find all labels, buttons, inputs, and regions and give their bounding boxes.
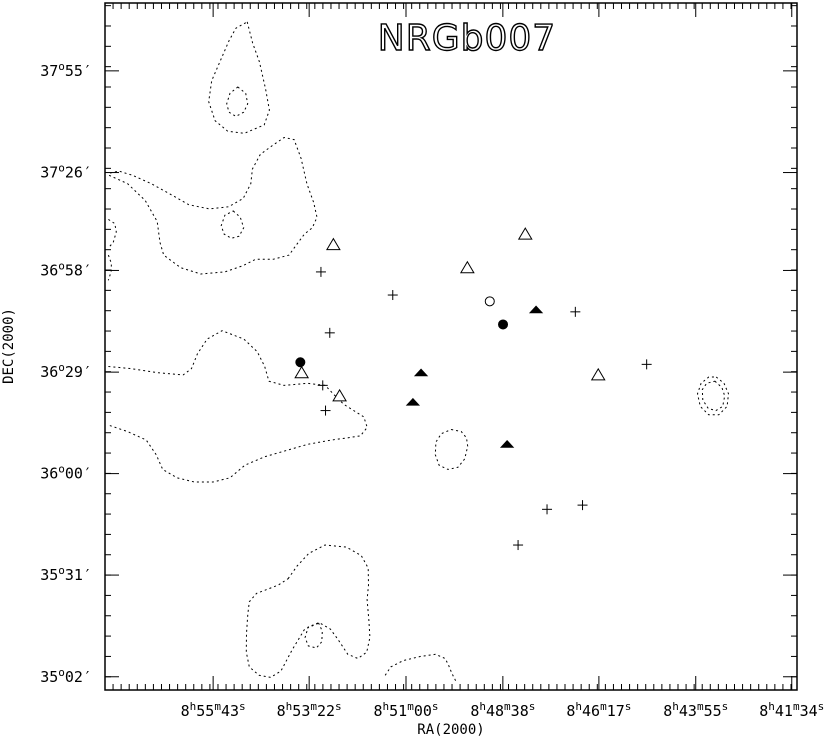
y-axis-label: DEC(2000) (1, 308, 17, 384)
contour-line (304, 622, 323, 649)
x-tick-label: 8h41m34s (759, 700, 824, 720)
contour-line (226, 86, 249, 117)
filled-triangle-marker (528, 305, 544, 314)
contour-line (107, 254, 112, 281)
contour-line (220, 210, 245, 239)
x-tick-label: 8h43m55s (663, 700, 728, 720)
data-points (294, 227, 652, 551)
y-tick-label: 36o58′ (40, 259, 92, 279)
filled-triangle-marker (499, 439, 515, 448)
y-tick-label: 37o55′ (40, 60, 92, 80)
y-tick-label: 36o00′ (40, 463, 92, 483)
x-axis-label: RA(2000) (417, 722, 484, 738)
contour-line (108, 330, 368, 483)
filled-triangle-marker (405, 397, 421, 406)
contour-line (701, 380, 726, 412)
y-tick-label: 37o26′ (40, 162, 92, 182)
cross-marker (387, 290, 398, 301)
x-tick-labels: 8h55m43s 8h53m22s 8h51m00s 8h48m38s 8h46m17s… (181, 700, 825, 720)
y-tick-label: 35o31′ (40, 564, 92, 584)
contour-line (384, 653, 457, 682)
y-tick-labels: 37o55′ 37o26′ 36o58′ 36o29′ 36o00′ 35o31′ 35o0… (40, 60, 92, 686)
open-triangle-marker (590, 367, 606, 381)
cross-marker (317, 380, 328, 391)
x-tick-label: 8h48m38s (470, 700, 535, 720)
cross-marker (570, 306, 581, 317)
filled-triangle-marker (413, 368, 429, 377)
x-tick-label: 8h55m43s (181, 700, 246, 720)
x-tick-label: 8h53m22s (277, 700, 342, 720)
plot-frame (104, 2, 798, 691)
cross-marker (577, 500, 588, 511)
filled-circle-marker (498, 319, 509, 330)
chart-title: NRGb007 (378, 18, 556, 59)
y-tick-label: 35o02′ (40, 666, 92, 686)
contour-line (108, 218, 117, 248)
x-tick-label: 8h46m17s (566, 700, 631, 720)
contours (107, 21, 730, 682)
cross-marker (324, 327, 335, 338)
axis-ticks (105, 3, 797, 690)
filled-circle-marker (295, 357, 306, 368)
contour-line (245, 544, 371, 678)
open-triangle-marker (332, 388, 347, 402)
contour-line (208, 21, 270, 134)
open-triangle-marker (326, 237, 341, 251)
open-triangle-marker (517, 227, 533, 240)
x-tick-label: 8h51m00s (373, 700, 438, 720)
cross-marker (320, 405, 331, 416)
cross-marker (641, 359, 652, 370)
cross-marker (315, 266, 326, 277)
cross-marker (513, 540, 524, 551)
open-circle-marker (484, 296, 495, 307)
contour-line (696, 376, 730, 416)
y-tick-label: 36o29′ (40, 361, 92, 381)
contour-line (434, 428, 469, 470)
contour-line (108, 136, 318, 275)
cross-marker (542, 504, 553, 515)
open-triangle-marker (294, 365, 310, 379)
open-triangle-marker (459, 260, 475, 274)
